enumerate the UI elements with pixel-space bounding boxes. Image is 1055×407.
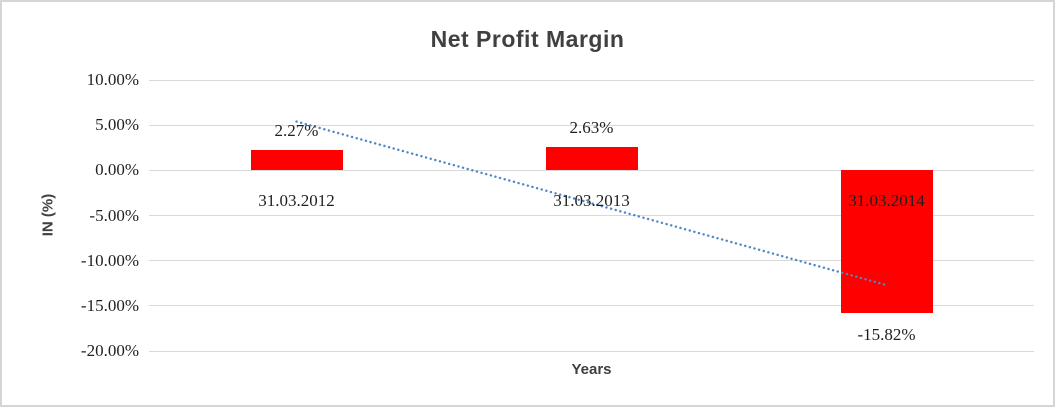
data-label: 2.63% — [569, 117, 614, 137]
bar — [545, 146, 638, 171]
gridline — [149, 350, 1034, 352]
y-tick-label: -15.00% — [80, 295, 139, 315]
chart-title: Net Profit Margin — [430, 26, 625, 52]
gridline — [149, 305, 1034, 307]
bar — [250, 149, 343, 171]
y-tick-label: 10.00% — [86, 70, 139, 89]
category-label: 31.03.2012 — [258, 191, 335, 211]
y-tick-label: 0.00% — [95, 160, 139, 180]
y-tick-label: 5.00% — [95, 115, 139, 135]
y-tick-label: -10.00% — [80, 250, 139, 270]
x-axis-title: Years — [571, 361, 612, 378]
category-label: 31.03.2013 — [553, 191, 630, 211]
gridline — [149, 79, 1034, 81]
category-label: 31.03.2014 — [848, 191, 925, 211]
data-label: 2.27% — [274, 120, 319, 140]
y-tick-label: -5.00% — [89, 205, 139, 225]
data-label: -15.82% — [857, 325, 916, 345]
y-tick-label: -20.00% — [80, 341, 139, 360]
